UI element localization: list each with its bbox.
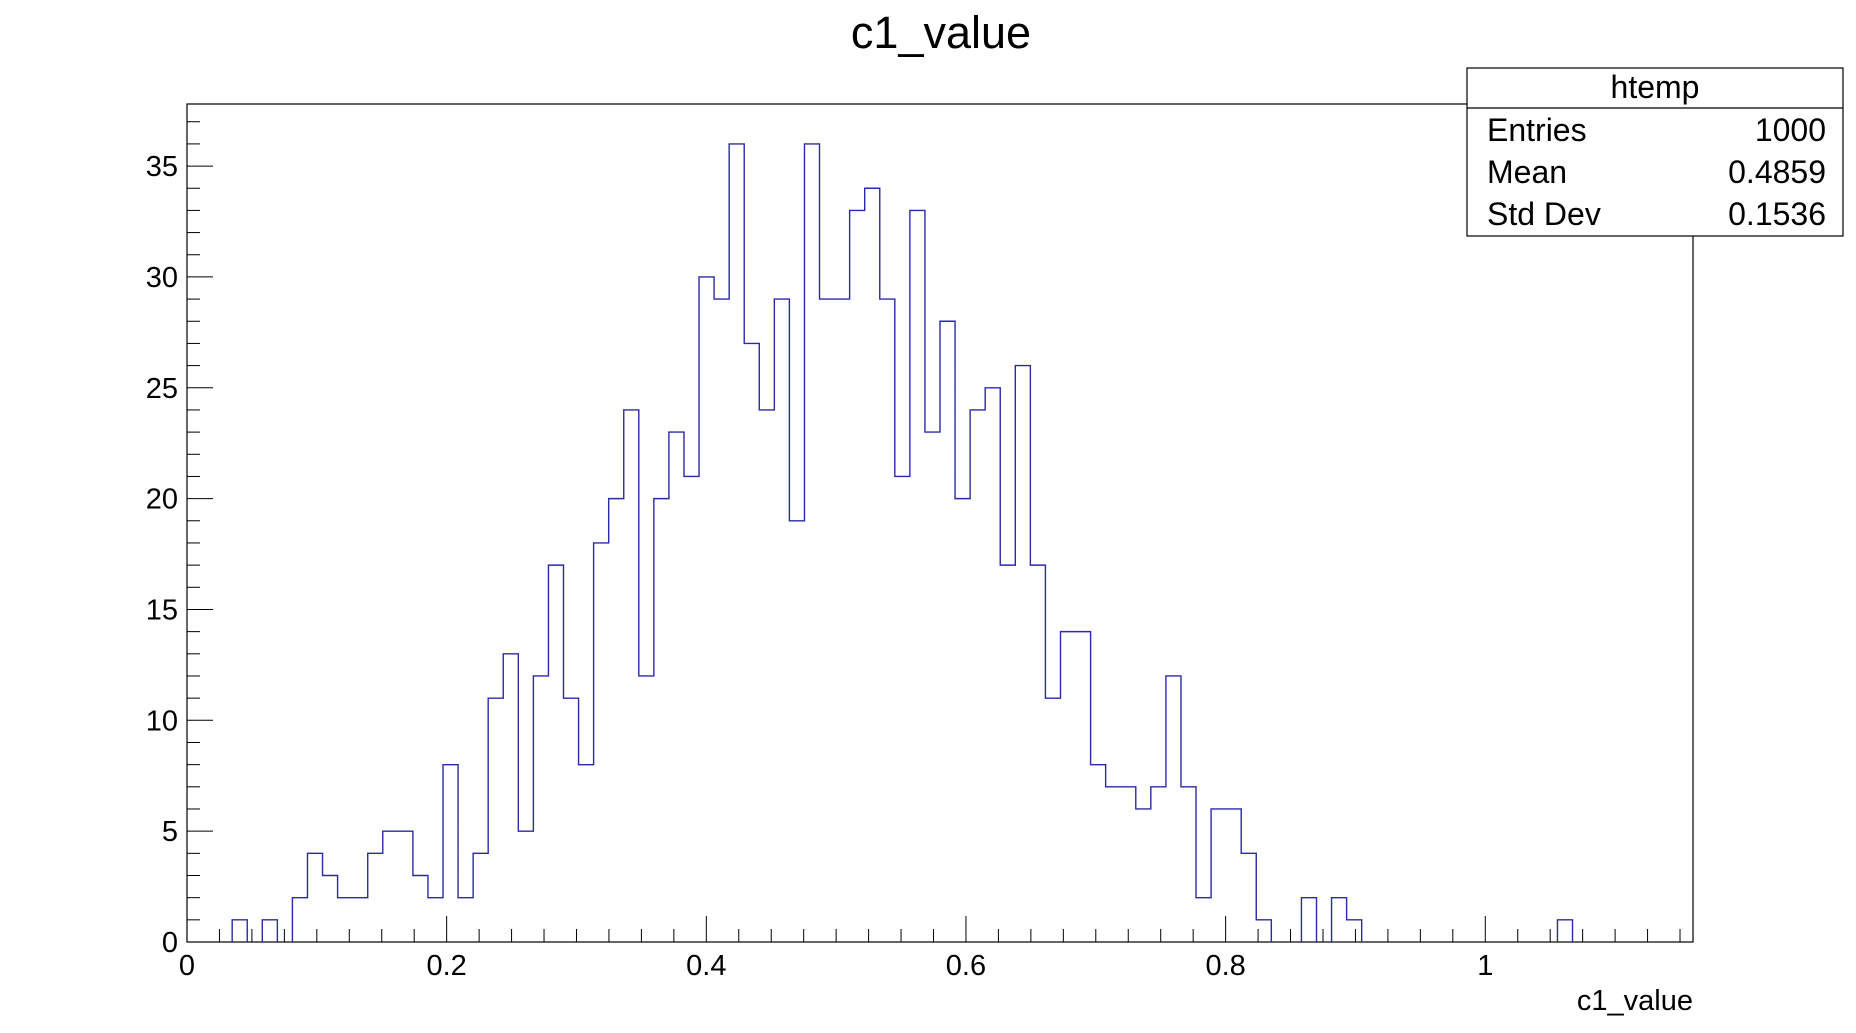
stats-row-value: 0.4859 bbox=[1728, 154, 1826, 190]
x-tick-label: 0.4 bbox=[686, 950, 726, 982]
x-tick-label: 1 bbox=[1477, 950, 1493, 982]
plot-frame bbox=[186, 103, 1694, 943]
x-axis-label: c1_value bbox=[1577, 985, 1693, 1017]
stats-row-label: Mean bbox=[1487, 154, 1567, 190]
x-tick-label: 0.8 bbox=[1205, 950, 1245, 982]
stats-row-label: Std Dev bbox=[1487, 196, 1601, 232]
x-tick-label: 0.2 bbox=[426, 950, 466, 982]
y-tick-label: 5 bbox=[162, 816, 178, 848]
x-tick-label: 0.6 bbox=[946, 950, 986, 982]
stats-box-frame bbox=[1466, 67, 1844, 237]
histogram-series-line bbox=[231, 143, 1574, 942]
stats-row-value: 1000 bbox=[1755, 112, 1826, 148]
y-tick-label: 0 bbox=[162, 927, 178, 959]
y-tick-label: 10 bbox=[146, 705, 178, 737]
stats-box-title: htemp bbox=[1611, 69, 1700, 105]
y-tick-label: 20 bbox=[146, 484, 178, 516]
y-tick-label: 30 bbox=[146, 262, 178, 294]
y-tick-label: 15 bbox=[146, 594, 178, 626]
chart-title: c1_value bbox=[851, 7, 1031, 58]
x-tick-label: 0 bbox=[179, 950, 195, 982]
y-tick-label: 25 bbox=[146, 373, 178, 405]
stats-box: htemp Entries 1000 Mean 0.4859 Std Dev 0.1536 bbox=[1466, 67, 1844, 237]
stats-row-value: 0.1536 bbox=[1728, 196, 1826, 232]
stats-row-label: Entries bbox=[1487, 112, 1587, 148]
stats-box-rows: Entries 1000 Mean 0.4859 Std Dev 0.1536 bbox=[1487, 112, 1826, 232]
x-axis: 0 0.2 0.4 0.6 0.8 1 bbox=[179, 916, 1681, 982]
y-tick-label: 35 bbox=[146, 151, 178, 183]
y-axis: 0 5 10 15 20 25 30 35 bbox=[146, 121, 213, 959]
